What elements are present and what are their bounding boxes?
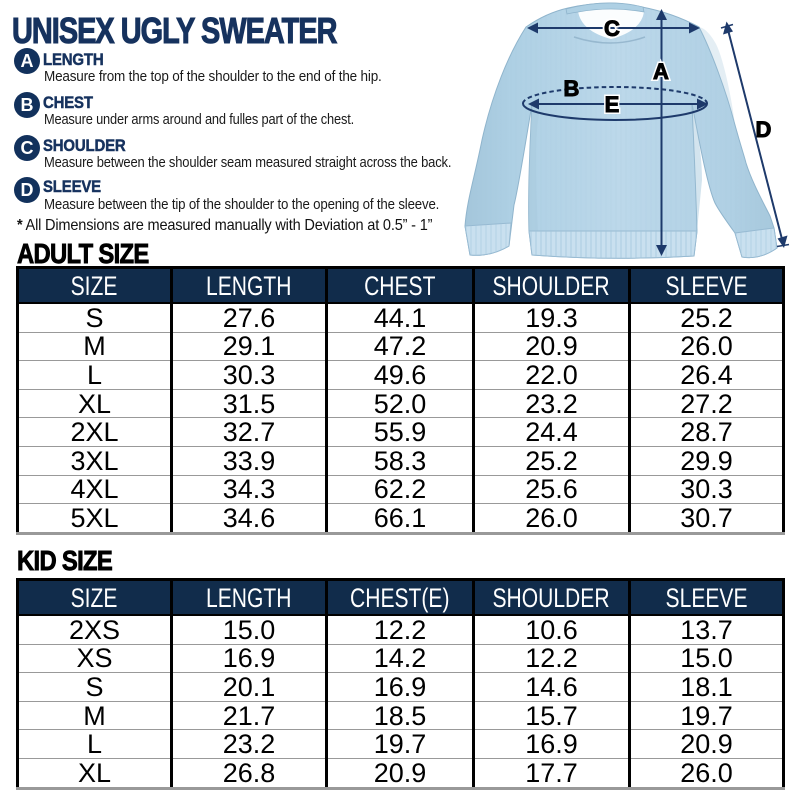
svg-text:A: A bbox=[653, 59, 669, 84]
svg-text:E: E bbox=[605, 92, 620, 117]
svg-text:A: A bbox=[653, 59, 669, 84]
svg-text:C: C bbox=[604, 16, 620, 41]
svg-text:D: D bbox=[756, 117, 772, 142]
svg-text:C: C bbox=[604, 16, 620, 41]
svg-text:E: E bbox=[605, 92, 620, 117]
svg-text:B: B bbox=[564, 76, 580, 101]
